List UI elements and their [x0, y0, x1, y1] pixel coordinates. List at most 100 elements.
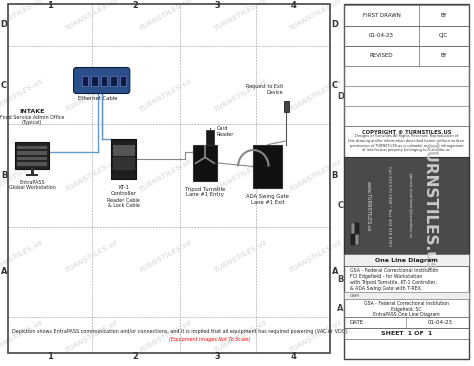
- Text: C: C: [332, 81, 338, 90]
- Text: REVISED: REVISED: [370, 53, 393, 58]
- Text: Reader Cable
& Lock Cable: Reader Cable & Lock Cable: [107, 198, 140, 209]
- Text: (Equipment Images Not To Scale): (Equipment Images Not To Scale): [170, 337, 251, 342]
- Bar: [344, 106, 469, 126]
- Bar: [344, 66, 469, 86]
- FancyBboxPatch shape: [193, 145, 217, 181]
- Bar: [100, 76, 108, 86]
- Text: TURNSTILES.us: TURNSTILES.us: [64, 0, 119, 32]
- Text: Request to Exit
Device: Request to Exit Device: [246, 84, 283, 95]
- Text: TURNSTILES.us: TURNSTILES.us: [0, 78, 45, 113]
- Text: C: C: [337, 201, 343, 210]
- Text: TURNSTILES.us: TURNSTILES.us: [64, 158, 119, 193]
- Text: TURNSTILES.us: TURNSTILES.us: [64, 78, 119, 113]
- Bar: [17, 163, 47, 165]
- Text: Tripod Turnstile
Lane #1 Entry: Tripod Turnstile Lane #1 Entry: [185, 187, 225, 198]
- Text: TURNSTILES.us: TURNSTILES.us: [288, 78, 343, 113]
- Bar: [113, 145, 135, 156]
- Bar: [344, 86, 469, 106]
- Text: TURNSTILES.us: TURNSTILES.us: [0, 0, 45, 32]
- Text: TURNSTILES.us: TURNSTILES.us: [138, 319, 193, 354]
- Text: 3: 3: [215, 1, 220, 10]
- Text: TURNSTILES.us: TURNSTILES.us: [213, 0, 268, 32]
- Bar: [91, 76, 98, 86]
- Text: 4: 4: [290, 352, 296, 361]
- Text: TURNSTILES.us: TURNSTILES.us: [138, 239, 193, 274]
- FancyBboxPatch shape: [344, 157, 469, 254]
- Bar: [355, 234, 359, 245]
- Text: ADA Swing Gate
Lane #1 Exit: ADA Swing Gate Lane #1 Exit: [246, 194, 289, 205]
- Text: SHEET  1 OF  1: SHEET 1 OF 1: [381, 331, 432, 336]
- Bar: [355, 223, 359, 234]
- Text: DATE: DATE: [350, 320, 364, 325]
- Text: KT-1
Controller: KT-1 Controller: [111, 185, 137, 196]
- Bar: [17, 152, 47, 154]
- Text: TURNSTILES.us: TURNSTILES.us: [213, 239, 268, 274]
- Text: TURNSTILES.us: TURNSTILES.us: [64, 239, 119, 274]
- Text: TURNSTILES.us: TURNSTILES.us: [138, 0, 193, 32]
- Text: Designs of Turnstiles All Rights Reserved. Reproduction of
this drawing and/or i: Designs of Turnstiles All Rights Reserve…: [348, 134, 465, 152]
- Text: Card
Reader: Card Reader: [217, 126, 234, 137]
- Text: TURNSTILES.us: TURNSTILES.us: [0, 158, 45, 193]
- Text: A: A: [332, 267, 338, 276]
- Bar: [30, 168, 34, 175]
- Text: TURNSTILES.us: TURNSTILES.us: [213, 78, 268, 113]
- Bar: [344, 5, 469, 26]
- Text: TURNSTILES.us: TURNSTILES.us: [64, 319, 119, 354]
- Bar: [206, 130, 214, 145]
- Bar: [351, 223, 355, 234]
- Text: B: B: [1, 171, 7, 180]
- Bar: [344, 126, 469, 157]
- Text: TURNSTILES.us: TURNSTILES.us: [0, 319, 45, 354]
- Bar: [344, 254, 469, 266]
- Text: FIRST DRAWN: FIRST DRAWN: [363, 13, 401, 18]
- Text: GSA - Federal Correctional Institution
Edgefield, SC
EntraPASS One Line Diagram: GSA - Federal Correctional Institution E…: [364, 301, 449, 317]
- Text: TURNSTILES.us: TURNSTILES.us: [288, 319, 343, 354]
- Text: www.TURNSTILES.us: www.TURNSTILES.us: [366, 181, 371, 231]
- Text: C: C: [1, 81, 7, 90]
- Text: Ethernet Cable: Ethernet Cable: [78, 96, 118, 101]
- Text: Depiction shows EntraPASS communication and/or connections, and it is implied th: Depiction shows EntraPASS communication …: [12, 329, 348, 334]
- Text: TURNSTILES.us: TURNSTILES.us: [423, 141, 438, 271]
- Text: 2: 2: [133, 1, 138, 10]
- Text: A: A: [1, 267, 7, 276]
- Text: 4: 4: [290, 1, 296, 10]
- Text: GSM: GSM: [350, 294, 360, 298]
- FancyBboxPatch shape: [253, 145, 282, 188]
- Text: INTAKE: INTAKE: [19, 109, 45, 114]
- Bar: [344, 46, 469, 66]
- Text: 1: 1: [47, 1, 53, 10]
- Bar: [17, 146, 47, 149]
- Text: GSA - Federal Correctional Institution
FCI Edgefield - for Workstation
with Trip: GSA - Federal Correctional Institution F…: [350, 268, 438, 291]
- Bar: [17, 157, 47, 160]
- Text: CJC: CJC: [439, 33, 448, 38]
- Text: D: D: [337, 92, 344, 101]
- Text: BY: BY: [440, 13, 447, 18]
- Text: BY: BY: [440, 53, 447, 58]
- Text: TURNSTILES.us: TURNSTILES.us: [138, 78, 193, 113]
- Text: TURNSTILES.us: TURNSTILES.us: [213, 319, 268, 354]
- Text: 01-04-23: 01-04-23: [369, 33, 394, 38]
- Text: B: B: [337, 275, 344, 284]
- Text: One Line Diagram: One Line Diagram: [375, 258, 438, 263]
- Bar: [82, 76, 89, 86]
- Text: TURNSTILES.us: TURNSTILES.us: [213, 158, 268, 193]
- Text: TURNSTILES.us: TURNSTILES.us: [288, 158, 343, 193]
- Text: Call 303 670 1099 * Text 303 918 9787: Call 303 670 1099 * Text 303 918 9787: [387, 166, 391, 246]
- Bar: [344, 292, 469, 299]
- Text: EntraPASS
Global Workstation: EntraPASS Global Workstation: [9, 180, 55, 190]
- Text: 1: 1: [47, 352, 53, 361]
- Text: COPYRIGHT © TURNSTILES.US: COPYRIGHT © TURNSTILES.US: [362, 130, 451, 135]
- Bar: [113, 157, 135, 170]
- Text: D: D: [331, 20, 338, 29]
- FancyBboxPatch shape: [73, 67, 130, 93]
- Text: A: A: [337, 304, 344, 313]
- Bar: [344, 26, 469, 46]
- Text: B: B: [332, 171, 338, 180]
- Bar: [283, 101, 289, 112]
- Text: TURNSTILES.us: TURNSTILES.us: [288, 0, 343, 32]
- Text: Food Service Admin Office
(Typical): Food Service Admin Office (Typical): [0, 115, 64, 126]
- Bar: [351, 234, 355, 245]
- Text: TURNSTILES.us: TURNSTILES.us: [0, 239, 45, 274]
- Bar: [344, 299, 469, 317]
- Text: 3: 3: [215, 352, 220, 361]
